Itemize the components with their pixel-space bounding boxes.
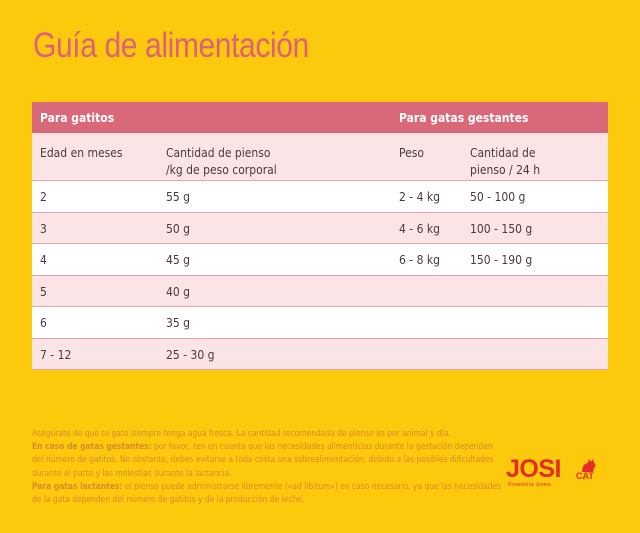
column-header-amount: Cantidad de pienso /kg de peso corporal bbox=[166, 145, 277, 179]
table-row: 6 35 g bbox=[32, 307, 608, 339]
cell-amount: 35 g bbox=[166, 316, 191, 330]
cell-age: 6 bbox=[40, 316, 47, 330]
page-title: Guía de alimentación bbox=[33, 26, 309, 65]
cat-icon bbox=[582, 459, 596, 472]
cell-weight: 4 - 6 kg bbox=[399, 221, 441, 236]
cell-age: 2 bbox=[40, 190, 47, 204]
column-header-age: Edad en meses bbox=[40, 146, 123, 160]
note-lactating: Para gatas lactantes: el pienso puede ad… bbox=[32, 480, 502, 506]
column-header-pregnant-amount-line1: Cantidad de bbox=[470, 146, 536, 160]
column-header-pregnant-amount-line2: pienso / 24 h bbox=[470, 163, 541, 177]
note-water: Asegúrate de que tu gato siempre tenga a… bbox=[32, 428, 451, 438]
table-row: 4 45 g 6 - 8 kg 150 - 190 g bbox=[32, 244, 608, 276]
cell-pregnant-amount: 150 - 190 g bbox=[470, 253, 533, 267]
cell-amount: 50 g bbox=[166, 221, 191, 236]
column-header-weight: Peso bbox=[399, 146, 424, 160]
note-lactating-text: el pienso puede administrarse libremente… bbox=[32, 480, 502, 505]
note-lactating-label: Para gatas lactantes: bbox=[32, 480, 123, 491]
cell-age: 4 bbox=[40, 253, 47, 267]
table-row: 2 55 g 2 - 4 kg 50 - 100 g bbox=[32, 181, 608, 213]
cell-pregnant-amount: 100 - 150 g bbox=[470, 221, 533, 236]
cell-amount: 25 - 30 g bbox=[166, 347, 215, 362]
table-row: 3 50 g 4 - 6 kg 100 - 150 g bbox=[32, 212, 608, 244]
column-header-amount-line2: /kg de peso corporal bbox=[166, 163, 277, 177]
table-column-header: Edad en meses Cantidad de pienso /kg de … bbox=[32, 133, 608, 181]
logo-brand: JOSI bbox=[506, 455, 561, 483]
cell-age: 5 bbox=[40, 284, 47, 299]
column-header-amount-line1: Cantidad de pienso bbox=[166, 146, 271, 160]
cell-amount: 45 g bbox=[166, 253, 191, 267]
cell-amount: 40 g bbox=[166, 284, 191, 299]
group-header-kittens: Para gatitos bbox=[40, 111, 115, 125]
cell-weight: 6 - 8 kg bbox=[399, 253, 441, 267]
feeding-notes: Asegúrate de que tu gato siempre tenga a… bbox=[32, 427, 502, 506]
logo-sub: Powered by Josera bbox=[508, 482, 551, 488]
table-group-header: Para gatitos Para gatas gestantes bbox=[32, 102, 608, 133]
group-header-pregnant: Para gatas gestantes bbox=[399, 111, 529, 125]
note-pregnant-label: En caso de gatas gestantes: bbox=[32, 441, 152, 452]
column-header-pregnant-amount: Cantidad de pienso / 24 h bbox=[470, 145, 540, 179]
cell-weight: 2 - 4 kg bbox=[399, 190, 441, 204]
cell-amount: 55 g bbox=[166, 190, 191, 204]
table-row: 7 - 12 25 - 30 g bbox=[32, 338, 608, 370]
note-pregnant: En caso de gatas gestantes: por favor, t… bbox=[32, 440, 502, 480]
cell-age: 3 bbox=[40, 221, 47, 236]
table-row: 5 40 g bbox=[32, 275, 608, 307]
cell-pregnant-amount: 50 - 100 g bbox=[470, 190, 526, 204]
feeding-table: Para gatitos Para gatas gestantes Edad e… bbox=[32, 102, 608, 370]
josicat-logo: JOSI CAT Powered by Josera bbox=[506, 455, 606, 495]
logo-cat: CAT bbox=[576, 471, 594, 481]
note-pregnant-text: por favor, ten en cuenta que las necesid… bbox=[32, 441, 494, 478]
cell-age: 7 - 12 bbox=[40, 347, 72, 362]
